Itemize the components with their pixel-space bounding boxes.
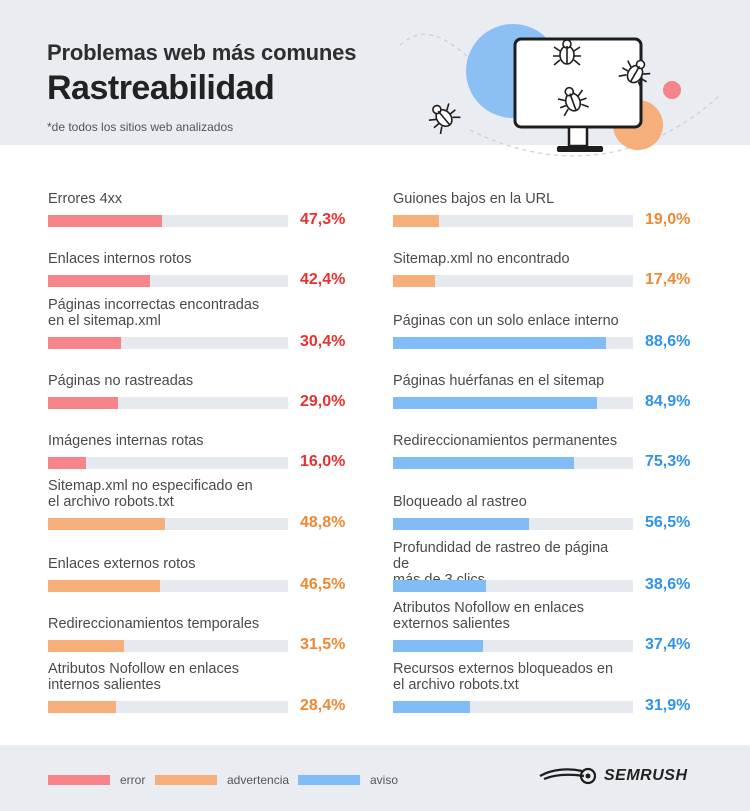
bar-track bbox=[48, 397, 288, 409]
bar-value-label: 42,4% bbox=[300, 271, 346, 288]
bar-fill bbox=[48, 518, 166, 530]
bar-label: Páginas con un solo enlace interno bbox=[393, 313, 619, 329]
bar-fill bbox=[48, 640, 124, 652]
bar-fill bbox=[393, 640, 483, 652]
bar-track bbox=[393, 215, 633, 227]
chart-subtitle: Problemas web más comunes bbox=[47, 40, 357, 65]
bar-value-label: 47,3% bbox=[300, 211, 346, 228]
bar-label: Páginas incorrectas encontradas en el sit… bbox=[48, 297, 260, 329]
bar-track bbox=[48, 275, 288, 287]
bar-value-label: 31,9% bbox=[645, 697, 691, 714]
bar-fill bbox=[48, 275, 150, 287]
brand-logo: SEMRUSH bbox=[538, 767, 688, 785]
bar-track bbox=[393, 518, 633, 530]
bar-fill bbox=[48, 457, 87, 469]
bar-value-label: 75,3% bbox=[645, 453, 691, 470]
bar-label: Enlaces internos rotos bbox=[48, 251, 192, 267]
bar-label: Imágenes internas rotas bbox=[48, 433, 204, 449]
bar-fill bbox=[393, 275, 435, 287]
bar-value-label: 48,8% bbox=[300, 514, 346, 531]
footnote: *de todos los sitios web analizados bbox=[47, 120, 234, 134]
bar-fill bbox=[393, 215, 439, 227]
bar-value-label: 37,4% bbox=[645, 636, 691, 653]
bar-track bbox=[48, 640, 288, 652]
bar-value-label: 31,5% bbox=[300, 636, 346, 653]
brand-name: SEMRUSH bbox=[604, 767, 688, 784]
bar-track bbox=[48, 215, 288, 227]
bar-label: Redireccionamientos permanentes bbox=[393, 433, 618, 449]
bar-label: Bloqueado al rastreo bbox=[393, 494, 527, 510]
legend-label: aviso bbox=[370, 773, 399, 787]
bar-fill bbox=[48, 701, 117, 713]
legend-swatch bbox=[48, 775, 110, 785]
legend-swatch bbox=[298, 775, 360, 785]
bar-value-label: 84,9% bbox=[645, 393, 691, 410]
bar-label: Páginas no rastreadas bbox=[48, 373, 194, 389]
semrush-fireball-icon bbox=[539, 767, 597, 785]
legend-item-advertencia: advertencia bbox=[155, 773, 289, 787]
bar-track bbox=[393, 640, 633, 652]
bar-fill bbox=[393, 457, 574, 469]
bar-fill bbox=[48, 397, 118, 409]
bar-track bbox=[48, 580, 288, 592]
bar-track bbox=[48, 518, 288, 530]
bar-track bbox=[48, 701, 288, 713]
bar-fill bbox=[393, 397, 597, 409]
legend-swatch bbox=[155, 775, 217, 785]
bar-fill bbox=[48, 580, 160, 592]
bar-value-label: 28,4% bbox=[300, 697, 346, 714]
legend-footer: error advertencia aviso SEMRUSH bbox=[0, 745, 750, 811]
bar-fill bbox=[48, 337, 121, 349]
bar-label: Sitemap.xml no encontrado bbox=[393, 251, 570, 267]
bar-fill bbox=[393, 518, 529, 530]
bar-label: Errores 4xx bbox=[48, 191, 123, 207]
bar-track bbox=[393, 275, 633, 287]
bar-track bbox=[393, 701, 633, 713]
bar-label: Sitemap.xml no especificado en el archivo… bbox=[48, 478, 253, 510]
legend-item-aviso: aviso bbox=[298, 773, 398, 787]
bar-value-label: 29,0% bbox=[300, 393, 346, 410]
bar-track bbox=[393, 397, 633, 409]
bar-fill bbox=[48, 215, 162, 227]
legend-label: advertencia bbox=[227, 773, 290, 787]
bar-label: Páginas huérfanas en el sitemap bbox=[393, 373, 605, 389]
bar-fill bbox=[393, 580, 486, 592]
bar-value-label: 19,0% bbox=[645, 211, 691, 228]
bar-value-label: 56,5% bbox=[645, 514, 691, 531]
bar-label: Atributos Nofollow en enlaces externos sa… bbox=[393, 600, 585, 632]
bar-value-label: 17,4% bbox=[645, 271, 691, 288]
bar-track bbox=[48, 457, 288, 469]
bar-track bbox=[48, 337, 288, 349]
bar-value-label: 38,6% bbox=[645, 576, 691, 593]
bar-fill bbox=[393, 337, 606, 349]
legend-label: error bbox=[120, 773, 146, 787]
bar-track bbox=[393, 337, 633, 349]
bar-label: Recursos externos bloqueados en el archiv… bbox=[393, 661, 614, 693]
bar-value-label: 16,0% bbox=[300, 453, 346, 470]
bar-value-label: 30,4% bbox=[300, 333, 346, 350]
legend-item-error: error bbox=[48, 773, 145, 787]
chart-title: Rastreabilidad bbox=[47, 69, 275, 107]
bar-chart: Errores 4xx 47,3% Enlaces internos rotos 42… bbox=[0, 145, 750, 745]
bar-fill bbox=[393, 701, 470, 713]
bar-label: Guiones bajos en la URL bbox=[393, 191, 555, 207]
bar-label: Redireccionamientos temporales bbox=[48, 616, 260, 632]
header: Problemas web más comunes Rastreabilidad… bbox=[0, 0, 750, 145]
bar-value-label: 88,6% bbox=[645, 333, 691, 350]
bar-track bbox=[393, 580, 633, 592]
bar-value-label: 46,5% bbox=[300, 576, 346, 593]
bar-label: Atributos Nofollow en enlaces internos sa… bbox=[48, 661, 240, 693]
bar-track bbox=[393, 457, 633, 469]
bar-label: Enlaces externos rotos bbox=[48, 556, 196, 572]
